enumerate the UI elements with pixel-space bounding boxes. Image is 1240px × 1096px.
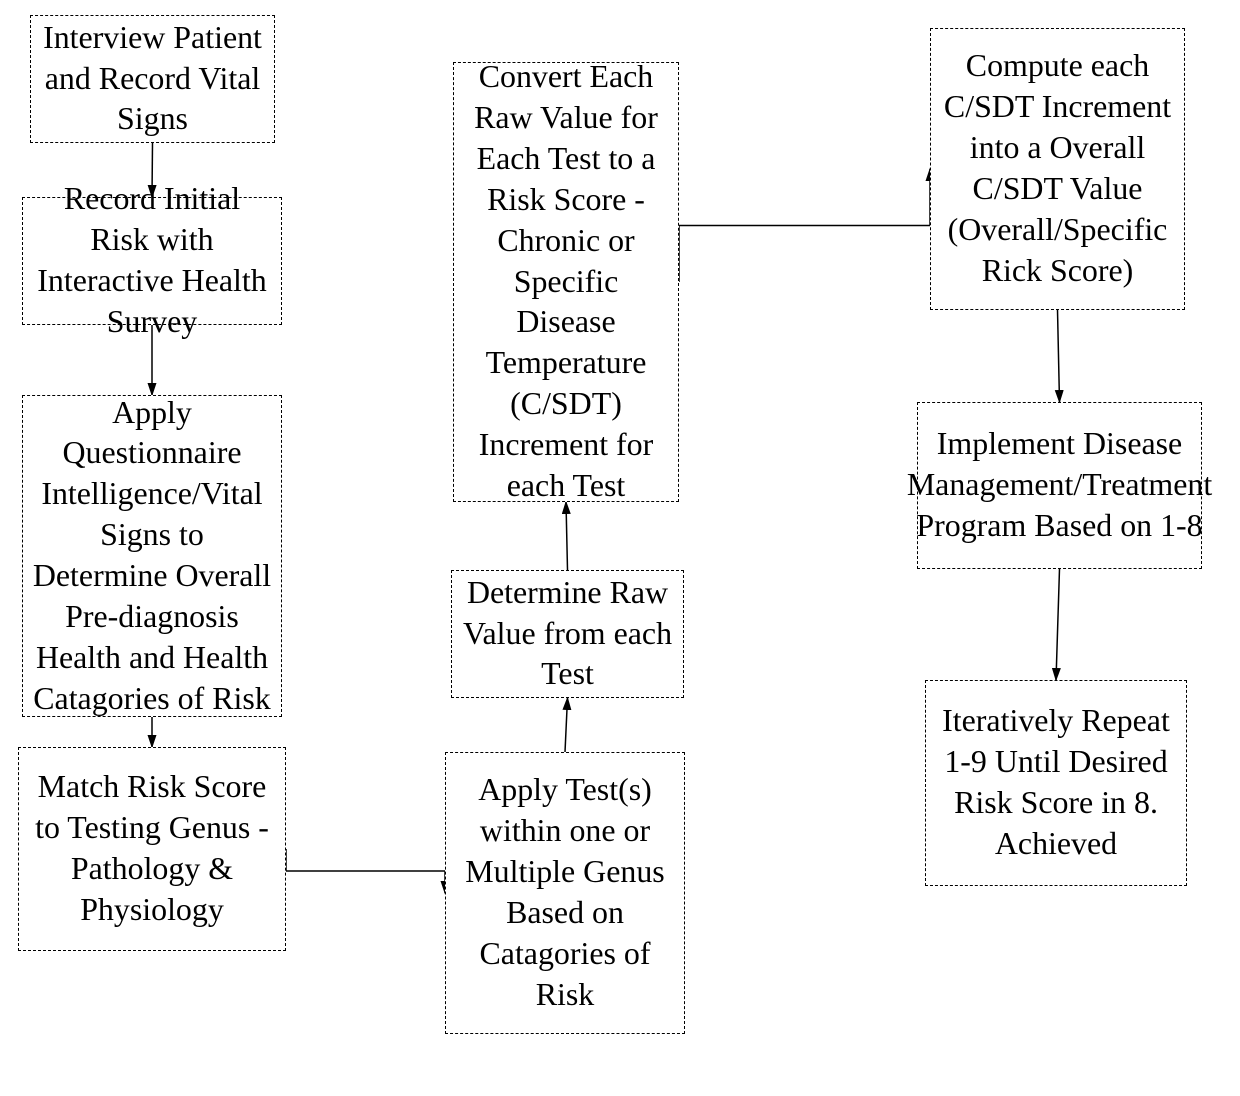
flowchart-node-label: Compute each C/SDT Increment into a Over… xyxy=(939,46,1176,291)
flowchart-edge xyxy=(566,502,568,570)
flowchart-canvas: Interview Patient and Record Vital Signs… xyxy=(0,0,1240,1096)
flowchart-node-n6: Determine Raw Value from each Test xyxy=(451,570,684,698)
flowchart-node-label: Interview Patient and Record Vital Signs xyxy=(39,18,266,141)
flowchart-node-label: Iteratively Repeat 1-9 Until Desired Ris… xyxy=(934,701,1178,864)
flowchart-node-n2: Record Initial Risk with Interactive Hea… xyxy=(22,197,282,325)
flowchart-node-label: Determine Raw Value from each Test xyxy=(460,573,675,696)
flowchart-node-n3: Apply Questionnaire Intelligence/Vital S… xyxy=(22,395,282,717)
flowchart-edge xyxy=(679,169,930,282)
flowchart-node-label: Implement Disease Management/Treatment P… xyxy=(907,424,1212,547)
flowchart-node-label: Convert Each Raw Value for Each Test to … xyxy=(462,57,670,506)
flowchart-node-label: Apply Questionnaire Intelligence/Vital S… xyxy=(31,393,273,720)
flowchart-edge xyxy=(565,698,568,752)
flowchart-node-n1: Interview Patient and Record Vital Signs xyxy=(30,15,275,143)
flowchart-edge xyxy=(1056,569,1060,680)
flowchart-node-n4: Match Risk Score to Testing Genus - Path… xyxy=(18,747,286,951)
flowchart-edge xyxy=(1058,310,1060,402)
flowchart-node-label: Match Risk Score to Testing Genus - Path… xyxy=(27,767,277,930)
flowchart-node-label: Apply Test(s) within one or Multiple Gen… xyxy=(454,770,676,1015)
flowchart-node-n7: Convert Each Raw Value for Each Test to … xyxy=(453,62,679,502)
flowchart-node-n8: Compute each C/SDT Increment into a Over… xyxy=(930,28,1185,310)
flowchart-node-n10: Iteratively Repeat 1-9 Until Desired Ris… xyxy=(925,680,1187,886)
flowchart-node-label: Record Initial Risk with Interactive Hea… xyxy=(31,179,273,342)
flowchart-node-n9: Implement Disease Management/Treatment P… xyxy=(917,402,1202,569)
flowchart-edge xyxy=(286,849,445,893)
flowchart-node-n5: Apply Test(s) within one or Multiple Gen… xyxy=(445,752,685,1034)
